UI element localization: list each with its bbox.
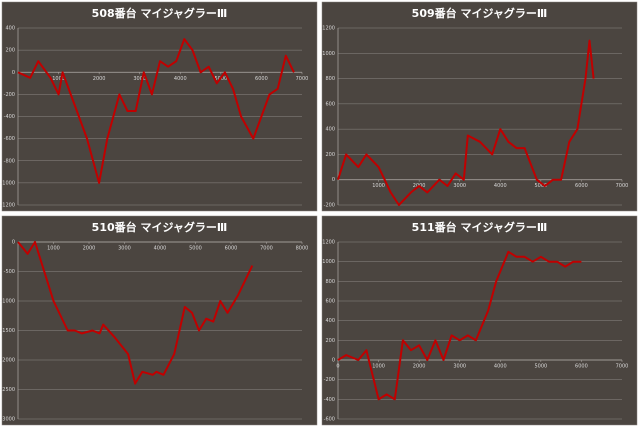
x-tick-label: 4000 — [154, 246, 167, 252]
x-tick-label: 5000 — [189, 246, 202, 252]
chart-title: 509番台 マイジャグラーⅢ — [412, 6, 548, 20]
y-tick-label: 1200 — [322, 240, 335, 246]
y-tick-label: 600 — [325, 101, 335, 107]
data-line — [337, 39, 595, 206]
chart-panel: 511番台 マイジャグラーⅢ120010008006004002000-200-… — [321, 215, 638, 426]
y-tick-label: 800 — [325, 279, 335, 285]
y-tick-label: -2000 — [0, 358, 15, 364]
x-tick-label: 2000 — [93, 76, 106, 82]
y-tick-label: 0 — [12, 70, 15, 76]
y-tick-label: 0 — [12, 240, 15, 246]
x-tick-label: 4000 — [494, 364, 507, 370]
panel-background — [1, 215, 318, 426]
x-tick-label: 1000 — [52, 76, 65, 82]
y-tick-label: 200 — [325, 338, 335, 344]
x-tick-label: 3000 — [118, 246, 131, 252]
x-tick-label: 7000 — [616, 364, 629, 370]
x-tick-label: 8000 — [296, 246, 309, 252]
y-tick-label: -1200 — [0, 203, 15, 209]
y-tick-label: -600 — [324, 417, 335, 423]
data-line — [17, 241, 254, 385]
y-tick-label: 400 — [5, 26, 15, 32]
y-tick-label: -200 — [4, 92, 15, 98]
y-tick-label: 600 — [325, 299, 335, 305]
x-tick-label: 6000 — [225, 246, 238, 252]
y-tick-label: 1200 — [322, 26, 335, 32]
y-tick-label: -1000 — [0, 180, 15, 186]
x-tick-label: 5000 — [534, 183, 547, 189]
y-tick-label: -200 — [324, 203, 335, 209]
x-tick-label: 4000 — [494, 183, 507, 189]
chart-panel: 510番台 マイジャグラーⅢ 0 -500 -1000 -1500 -2000 -2500 -… — [0, 215, 318, 426]
chart-panel: 508番台 マイジャグラーⅢ4002000-200-400-600-800-10… — [0, 1, 318, 212]
y-tick-label: -1000 — [0, 299, 15, 305]
x-tick-label: 2000 — [83, 246, 96, 252]
panel-background — [321, 1, 638, 212]
chart-title: 511番台 マイジャグラーⅢ — [412, 220, 548, 234]
panel-background — [1, 1, 318, 212]
y-tick-label: -2500 — [0, 387, 15, 393]
chart-panel: 509番台 マイジャグラーⅢ 1200 1000 800 600 400 200 0 -200 1… — [321, 1, 638, 212]
y-tick-label: 800 — [325, 76, 335, 82]
y-tick-label: -500 — [4, 269, 15, 275]
data-line — [17, 38, 295, 184]
x-tick-label: 3000 — [133, 76, 146, 82]
x-tick-label: 1000 — [47, 246, 60, 252]
y-tick-label: -400 — [324, 397, 335, 403]
x-tick-label: 1000 — [372, 364, 385, 370]
x-tick-label: 6000 — [575, 183, 588, 189]
y-tick-label: 200 — [325, 152, 335, 158]
x-tick-label: 3000 — [453, 364, 466, 370]
chart-title: 510番台 マイジャグラーⅢ — [92, 220, 228, 234]
y-tick-label: -400 — [4, 114, 15, 120]
y-tick-label: 0 — [332, 177, 335, 183]
y-tick-label: -3000 — [0, 417, 15, 423]
x-tick-label: 7000 — [260, 246, 273, 252]
chart-title: 508番台 マイジャグラーⅢ — [92, 6, 228, 20]
x-tick-label: 5000 — [534, 364, 547, 370]
x-tick-label: 6000 — [575, 364, 588, 370]
data-line — [337, 250, 582, 401]
x-tick-label: 2000 — [413, 364, 426, 370]
y-tick-label: 1000 — [322, 259, 335, 265]
y-tick-label: -800 — [4, 158, 15, 164]
y-tick-label: 1000 — [322, 51, 335, 57]
y-tick-label: 200 — [5, 48, 15, 54]
x-tick-label: 0 — [336, 364, 339, 370]
x-tick-label: 7000 — [616, 183, 629, 189]
x-tick-label: 3000 — [453, 183, 466, 189]
y-tick-label: -200 — [324, 377, 335, 383]
x-tick-label: 1000 — [372, 183, 385, 189]
y-tick-label: 400 — [325, 318, 335, 324]
y-tick-label: -600 — [4, 136, 15, 142]
x-tick-label: 7000 — [296, 76, 309, 82]
y-tick-label: -1500 — [0, 328, 15, 334]
y-tick-label: 0 — [332, 358, 335, 364]
x-tick-label: 6000 — [255, 76, 268, 82]
x-tick-label: 4000 — [174, 76, 187, 82]
y-tick-label: 400 — [325, 127, 335, 133]
